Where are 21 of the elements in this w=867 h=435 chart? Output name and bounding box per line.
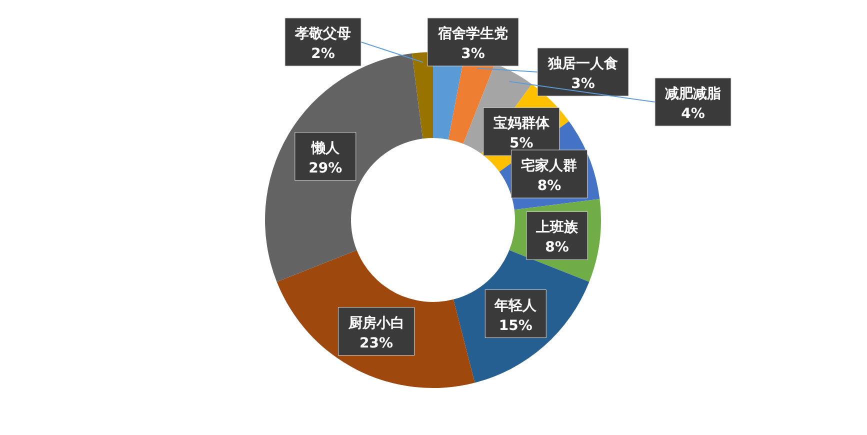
slice-label: 独居一人食 <box>547 56 618 72</box>
data-label: 8% <box>545 240 569 256</box>
data-label: 3% <box>461 46 485 62</box>
slice-label: 上班族 <box>535 220 580 236</box>
data-label: 3% <box>571 76 595 92</box>
slice-label: 厨房小白 <box>347 314 404 332</box>
data-label: 5% <box>510 136 534 152</box>
slice-label: 减肥减脂 <box>665 86 721 102</box>
slice-label: 宝妈群体 <box>493 114 550 132</box>
slice-label: 孝敬父母 <box>294 26 351 42</box>
slice-label: 懒人 <box>310 140 340 156</box>
slice-label: 宅家人群 <box>521 156 578 174</box>
data-label: 29% <box>308 160 342 176</box>
data-label: 23% <box>359 335 394 352</box>
data-label: 8% <box>537 178 562 194</box>
data-label: 2% <box>311 46 335 62</box>
data-label: 15% <box>498 318 532 334</box>
slice-label: 年轻人 <box>494 298 538 314</box>
donut-slice <box>412 52 433 139</box>
slice-label: 宿舍学生党 <box>437 25 508 42</box>
data-label: 4% <box>681 106 705 122</box>
